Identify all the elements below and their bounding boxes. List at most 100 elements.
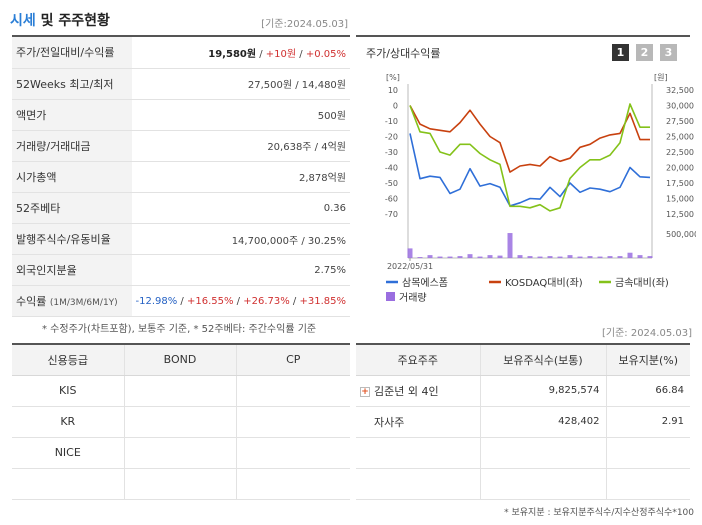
table-row: KIS	[12, 375, 350, 407]
holder-name: 김준년 외 4인	[374, 384, 439, 398]
legend-label: 금속대비(좌)	[615, 277, 669, 289]
row-label: 거래량/거래대금	[12, 130, 132, 162]
col-pct: 보유지분(%)	[606, 345, 690, 376]
col-holder: 주요주주	[356, 345, 481, 376]
row-value: 14,700,000주 / 30.25%	[131, 223, 350, 256]
right-axis-unit: [원]	[654, 73, 668, 82]
right-tick-label: 20,000	[666, 164, 694, 173]
series-line	[409, 105, 650, 173]
table-row: 시가총액 2,878억원	[12, 161, 350, 193]
col-bond: BOND	[124, 345, 237, 376]
left-axis-unit: [%]	[386, 73, 400, 82]
volume-bar	[607, 256, 613, 258]
row-label: 52주베타	[12, 192, 132, 225]
expand-button[interactable]: +	[360, 386, 370, 397]
quote-table: 주가/전일대비/수익률 19,580원 / +10원 / +0.05% 52We…	[12, 37, 350, 318]
holders-top-rule	[356, 343, 690, 345]
table-row: 수익률 (1M/3M/6M/1Y) -12.98% / +16.55% / +2…	[12, 285, 350, 318]
legend-label: 거래량	[399, 292, 427, 304]
row-label: 액면가	[12, 99, 132, 131]
table-row: KR	[12, 406, 350, 438]
series-line	[409, 133, 651, 207]
row-value: 20,638주 / 4억원	[131, 130, 350, 162]
quote-top-rule	[12, 35, 350, 37]
table-header-row: 신용등급 BOND CP	[12, 345, 350, 376]
volume-bar	[457, 256, 463, 258]
left-tick-label: -50	[385, 179, 398, 188]
volume-bar	[417, 257, 423, 258]
volume-bar	[507, 233, 513, 258]
agency	[12, 468, 125, 500]
row-value: 500원	[131, 99, 350, 131]
cp-rating	[236, 406, 350, 438]
volume-bar	[487, 255, 493, 258]
return-6m: +26.73%	[243, 295, 290, 307]
row-value: 27,500원 / 14,480원	[131, 68, 350, 100]
chart-page-3-button[interactable]: 3	[660, 44, 677, 61]
volume-bar	[637, 255, 643, 258]
col-credit-rating: 신용등급	[12, 345, 125, 376]
table-row: 액면가 500원	[12, 99, 350, 131]
bond-rating	[124, 468, 237, 500]
page-title: 시세 및 주주현황	[10, 10, 110, 30]
price-chart: [%] [원] 10 0 -10 -20 -30 -40 -50 -60 -70 32,500 30…	[385, 73, 696, 304]
chart-page-1-button[interactable]: 1	[612, 44, 629, 61]
volume-bar	[627, 252, 633, 258]
current-price: 19,580원	[208, 48, 257, 60]
volume-bar	[497, 255, 503, 258]
holders-note: * 보유지분 : 보유지분주식수/지수산정주식수*100	[504, 508, 694, 518]
volume-bar	[437, 256, 443, 258]
table-row: NICE	[12, 437, 350, 469]
cp-rating	[236, 468, 350, 500]
table-row: 주가/전일대비/수익률 19,580원 / +10원 / +0.05%	[12, 37, 350, 69]
volume-bar	[557, 256, 563, 258]
legend-swatch	[386, 292, 395, 301]
right-tick-label: 25,000	[666, 133, 694, 142]
right-tick-label: 30,000	[666, 102, 694, 111]
agency: KR	[12, 406, 125, 438]
left-tick-label: -30	[385, 148, 398, 157]
table-row: 발행주식수/유동비율 14,700,000주 / 30.25%	[12, 223, 350, 256]
table-row: 52Weeks 최고/최저 27,500원 / 14,480원	[12, 68, 350, 100]
right-tick-label: 15,000	[666, 195, 694, 204]
cp-rating	[236, 375, 350, 407]
row-label: 시가총액	[12, 161, 132, 193]
series-line	[409, 103, 650, 212]
volume-bar	[647, 256, 653, 258]
right-tick-label: 12,500	[666, 210, 694, 219]
left-tick-label: -60	[385, 195, 398, 204]
holder-pct: 2.91	[606, 406, 690, 438]
chart-page-2-button[interactable]: 2	[636, 44, 653, 61]
row-value: 2.75%	[131, 254, 350, 287]
volume-tick-label: 500,000	[666, 230, 696, 239]
return-period: (1M/3M/6M/1Y)	[49, 298, 118, 309]
left-tick-label: -70	[385, 210, 398, 219]
table-row	[356, 468, 690, 500]
row-label: 주가/전일대비/수익률	[12, 37, 132, 69]
chart-title: 주가/상대수익률	[366, 47, 441, 60]
holders-table: 주요주주 보유주식수(보통) 보유지분(%) + 김준년 외 4인 9,825,5…	[356, 345, 690, 500]
quote-note: * 수정주가(차트포함), 보통주 기준, * 52주베타: 주간수익률 기준	[42, 324, 317, 335]
left-tick-label: -40	[385, 164, 398, 173]
cp-rating	[236, 437, 350, 469]
volume-bar	[587, 256, 593, 258]
agency: NICE	[12, 437, 125, 469]
volume-bar	[537, 256, 543, 258]
row-label: 외국인지분율	[12, 254, 132, 287]
title-part2: 및 주주현황	[35, 13, 110, 29]
table-row	[356, 437, 690, 469]
holders-date: [기준: 2024.05.03]	[601, 328, 692, 339]
x-tick-label: 2022/05/31	[387, 262, 433, 271]
title-part1: 시세	[10, 13, 36, 29]
return-label: 수익률	[16, 295, 47, 309]
row-label: 수익률 (1M/3M/6M/1Y)	[12, 285, 132, 318]
volume-bar	[407, 248, 413, 258]
return-1m: -12.98%	[135, 295, 178, 307]
right-tick-label: 22,500	[666, 148, 694, 157]
table-row: + 김준년 외 4인 9,825,574 66.84	[356, 375, 690, 407]
return-1y: +31.85%	[299, 295, 346, 307]
left-tick-label: -10	[385, 117, 398, 126]
volume-bar	[447, 256, 453, 258]
left-tick-label: 10	[388, 86, 398, 95]
legend-label: 삼목에스폼	[402, 277, 448, 289]
